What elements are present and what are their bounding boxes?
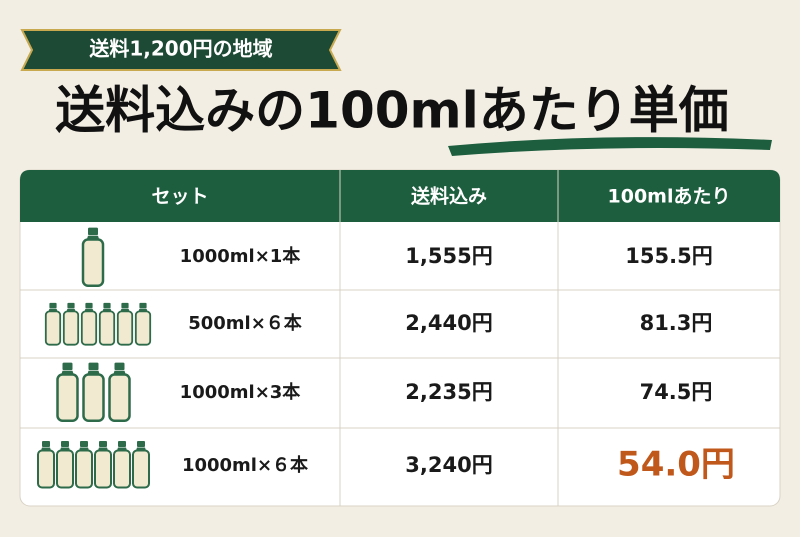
price: 2,235円	[405, 380, 492, 404]
set-label: 1000ml×1本	[180, 245, 301, 267]
unit-price: 155.5円	[625, 244, 712, 268]
column-header: 100mlあたり	[608, 186, 731, 208]
badge	[20, 29, 342, 71]
brush-underline	[448, 137, 772, 156]
table-header	[20, 170, 780, 222]
unit-price: 81.3円	[640, 311, 713, 335]
set-label: 1000ml×3本	[180, 381, 301, 403]
price: 1,555円	[405, 244, 492, 268]
price: 3,240円	[405, 453, 492, 477]
unit-price-highlight: 54.0円	[617, 445, 735, 485]
column-header: 送料込み	[411, 185, 487, 208]
column-header: セット	[151, 186, 208, 208]
set-label: 1000ml×６本	[182, 454, 308, 476]
price: 2,440円	[405, 311, 492, 335]
title: 送料込みの100mlあたり単価	[55, 82, 729, 140]
unit-price: 74.5円	[640, 380, 713, 404]
badge-text: 送料1,200円の地域	[89, 37, 272, 61]
set-label: 500ml×６本	[188, 312, 302, 334]
